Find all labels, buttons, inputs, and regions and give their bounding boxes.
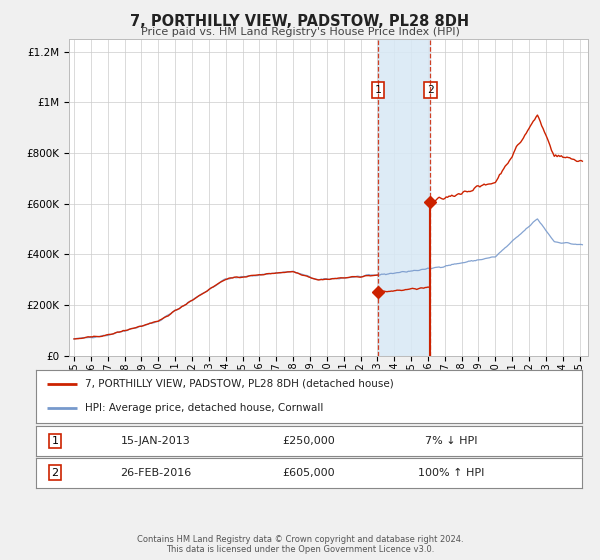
Text: Price paid vs. HM Land Registry's House Price Index (HPI): Price paid vs. HM Land Registry's House …	[140, 27, 460, 37]
Text: 1: 1	[52, 436, 59, 446]
Text: 7, PORTHILLY VIEW, PADSTOW, PL28 8DH (detached house): 7, PORTHILLY VIEW, PADSTOW, PL28 8DH (de…	[85, 379, 394, 389]
Text: This data is licensed under the Open Government Licence v3.0.: This data is licensed under the Open Gov…	[166, 545, 434, 554]
Text: 7, PORTHILLY VIEW, PADSTOW, PL28 8DH: 7, PORTHILLY VIEW, PADSTOW, PL28 8DH	[130, 14, 470, 29]
Text: 7% ↓ HPI: 7% ↓ HPI	[425, 436, 477, 446]
Text: £250,000: £250,000	[283, 436, 335, 446]
Text: 26-FEB-2016: 26-FEB-2016	[121, 468, 192, 478]
Text: HPI: Average price, detached house, Cornwall: HPI: Average price, detached house, Corn…	[85, 403, 323, 413]
Text: 100% ↑ HPI: 100% ↑ HPI	[418, 468, 484, 478]
Bar	[378, 39, 430, 356]
Text: 2: 2	[52, 468, 59, 478]
Text: £605,000: £605,000	[283, 468, 335, 478]
Text: 1: 1	[374, 85, 382, 95]
Text: 15-JAN-2013: 15-JAN-2013	[121, 436, 191, 446]
Text: Contains HM Land Registry data © Crown copyright and database right 2024.: Contains HM Land Registry data © Crown c…	[137, 535, 463, 544]
Text: 2: 2	[427, 85, 434, 95]
